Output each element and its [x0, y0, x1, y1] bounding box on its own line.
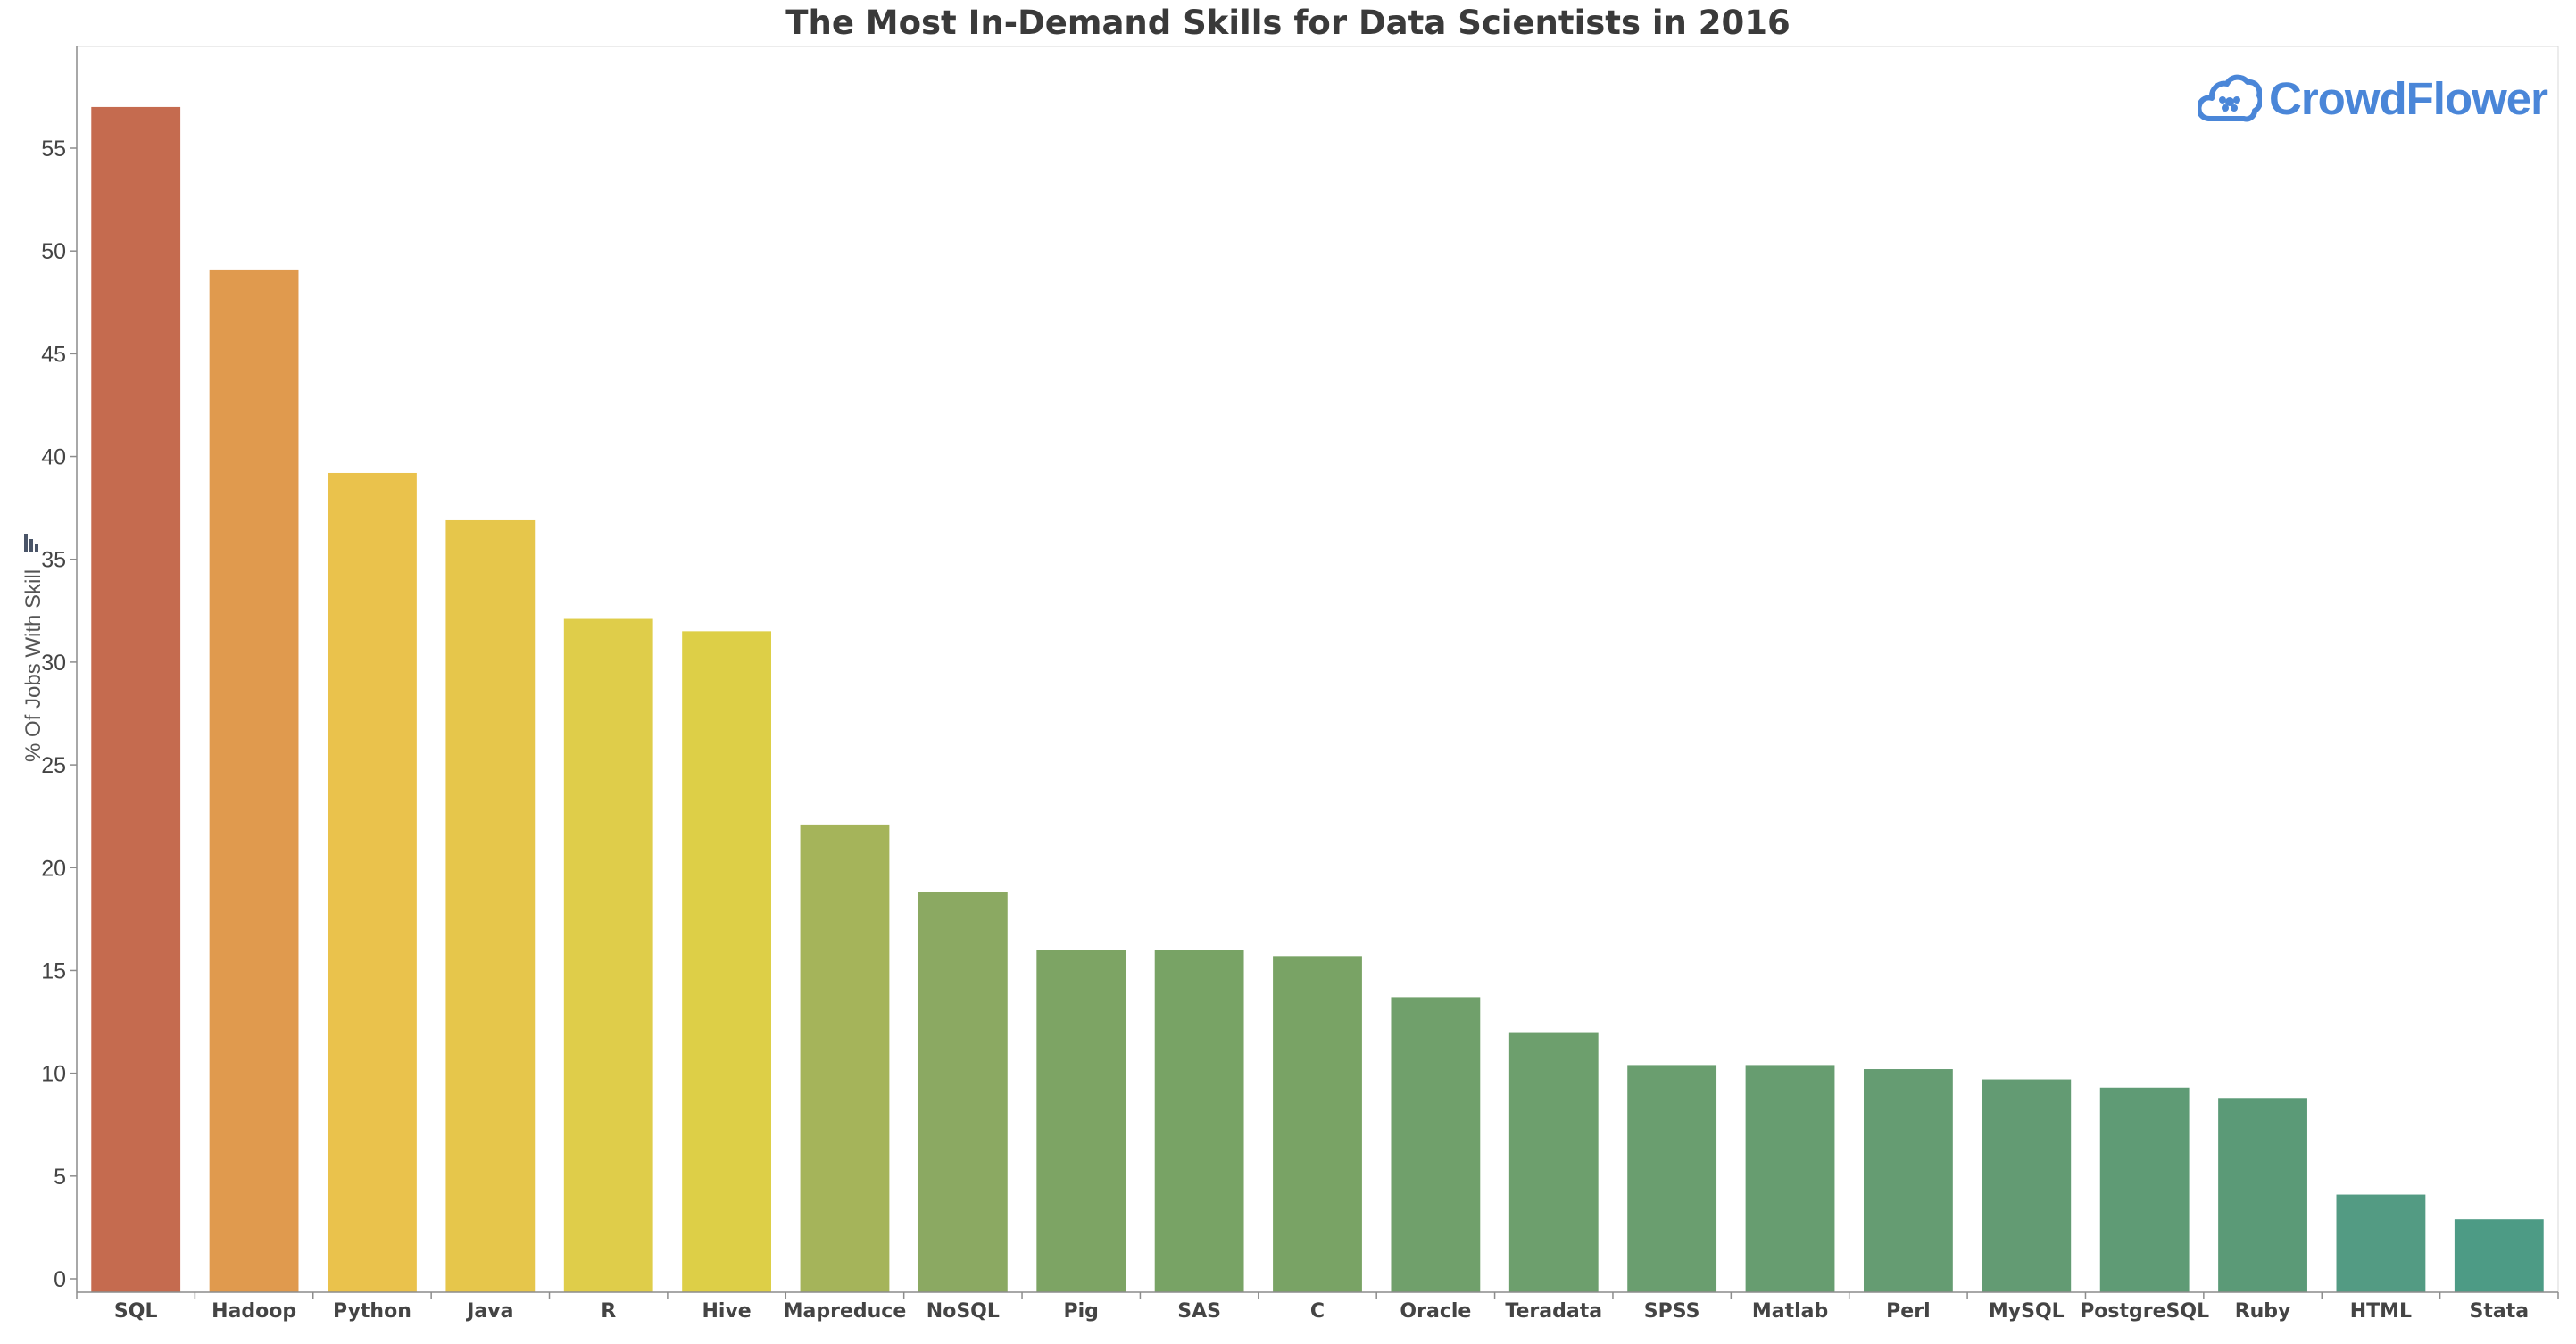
- x-tick-label: SQL: [114, 1300, 158, 1323]
- cloud-flower-icon: [2198, 74, 2262, 122]
- y-tick-label: 55: [41, 137, 66, 162]
- y-tick-label: 50: [41, 239, 66, 264]
- bar-teradata[interactable]: [1508, 1032, 1599, 1292]
- x-tick-label: Mapreduce: [784, 1300, 907, 1323]
- x-tick-label: Perl: [1886, 1300, 1930, 1323]
- bar-perl[interactable]: [1863, 1069, 1953, 1292]
- crowdflower-logo: CrowdFlower: [2198, 62, 2548, 134]
- bar-mapreduce[interactable]: [800, 824, 890, 1292]
- x-tick-label: Python: [333, 1300, 411, 1323]
- x-tick-label: SAS: [1177, 1300, 1221, 1323]
- x-tick-label: Pig: [1064, 1300, 1099, 1323]
- bar-ruby[interactable]: [2218, 1098, 2307, 1292]
- x-tick-label: MySQL: [1989, 1300, 2065, 1323]
- y-tick-label: 20: [41, 856, 66, 881]
- x-tick-label: R: [601, 1300, 616, 1323]
- bar-java[interactable]: [445, 519, 536, 1292]
- bar-hive[interactable]: [682, 631, 772, 1292]
- x-tick-label: Hive: [702, 1300, 751, 1323]
- y-tick-label: 40: [41, 445, 66, 470]
- x-tick-label: Matlab: [1752, 1300, 1828, 1323]
- y-tick-label: 10: [41, 1062, 66, 1087]
- x-tick-label: Hadoop: [212, 1300, 296, 1323]
- x-tick-label: Java: [465, 1300, 513, 1323]
- y-tick-label: 30: [41, 651, 66, 676]
- bar-mysql[interactable]: [1982, 1079, 2072, 1292]
- bar-sql[interactable]: [91, 106, 181, 1293]
- bar-spss[interactable]: [1627, 1065, 1717, 1292]
- logo-text: CrowdFlower: [2269, 72, 2548, 124]
- bar-oracle[interactable]: [1391, 997, 1481, 1292]
- bars-group: [91, 106, 2544, 1293]
- x-tick-label: NoSQL: [927, 1300, 1000, 1323]
- y-axis-title-group: % Of Jobs With Skill: [21, 534, 46, 762]
- bar-nosql[interactable]: [918, 892, 1008, 1292]
- y-tick-label: 0: [54, 1267, 66, 1292]
- bar-r[interactable]: [563, 618, 653, 1292]
- bar-pig[interactable]: [1036, 950, 1126, 1292]
- y-tick-label: 15: [41, 958, 66, 983]
- y-tick-label: 45: [41, 342, 66, 367]
- x-tick-label: Stata: [2470, 1300, 2530, 1323]
- bar-hadoop[interactable]: [209, 269, 299, 1292]
- y-tick-label: 25: [41, 753, 66, 778]
- y-tick-label: 5: [54, 1165, 66, 1190]
- y-axis-title: % Of Jobs With Skill: [21, 569, 46, 762]
- y-axis: 0 5 10 15 20 25 30 35 40 45 50 55: [41, 46, 2559, 1293]
- x-tick-label: C: [1310, 1300, 1325, 1323]
- bar-c[interactable]: [1273, 956, 1362, 1292]
- bar-postgresql[interactable]: [2099, 1087, 2190, 1292]
- x-tick-label: PostgreSQL: [2080, 1300, 2209, 1323]
- x-axis: SQL Hadoop Python Java R Hive Mapreduce NoSQL Pi…: [76, 1291, 2559, 1323]
- x-tick-label: Teradata: [1505, 1300, 1602, 1323]
- bar-chart-icon[interactable]: [24, 534, 38, 552]
- bar-matlab[interactable]: [1745, 1065, 1835, 1292]
- bar-python[interactable]: [328, 472, 417, 1292]
- bar-sas[interactable]: [1154, 950, 1244, 1292]
- chart-title: The Most In-Demand Skills for Data Scien…: [785, 4, 1791, 42]
- x-tick-label: Oracle: [1400, 1300, 1471, 1323]
- x-tick-label: SPSS: [1644, 1300, 1700, 1323]
- x-tick-label: HTML: [2350, 1300, 2412, 1323]
- y-tick-label: 35: [41, 548, 66, 573]
- bar-html[interactable]: [2336, 1194, 2426, 1292]
- x-tick-label: Ruby: [2235, 1300, 2291, 1323]
- bar-stata[interactable]: [2454, 1219, 2544, 1292]
